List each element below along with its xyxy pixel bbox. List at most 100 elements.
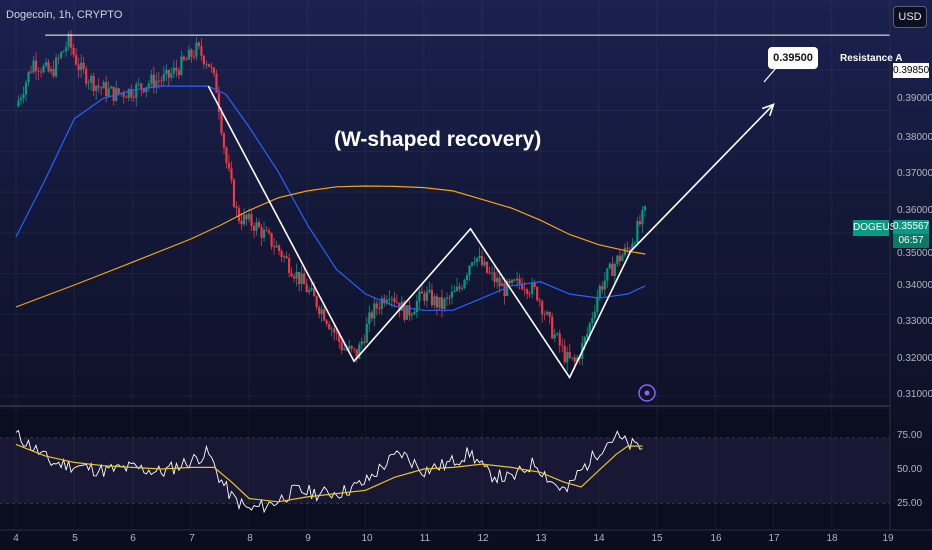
candle-body [450,292,454,298]
candle-body [135,84,138,99]
candle-body [536,287,539,301]
target-callout[interactable]: 0.39500 [768,47,818,69]
candle-body [262,229,266,238]
candle-body [641,210,644,225]
y-tick-label: 0.37000 [897,168,932,179]
candle-body [280,251,283,258]
candle-body [52,68,55,77]
candle-body [87,82,90,84]
candle-body [44,62,48,66]
candle-body [465,275,469,281]
candle-body [67,33,70,48]
candle-body [638,221,641,225]
candle-body [265,229,268,231]
candle-body [330,328,333,330]
candle-body [591,318,594,324]
candle-body [430,289,434,306]
candle-body [162,73,165,81]
candle-body [180,56,183,76]
candle-body [328,323,331,330]
candle-body [27,71,30,83]
candle-body [112,86,115,101]
candle-body [250,214,253,226]
candle-body [518,278,521,284]
x-tick-label: 14 [593,533,605,544]
candle-body [315,296,318,308]
x-tick-label: 15 [651,533,663,544]
candle-body [200,46,203,56]
candle-body [77,64,80,71]
candle-body [596,296,599,312]
last-price-value: 0.35567 [893,221,930,232]
x-tick-label: 6 [130,533,136,544]
candle-body [543,314,546,316]
candle-body [165,69,168,74]
candle-body [425,291,429,301]
candle-body [428,289,431,292]
candle-body [546,311,549,315]
symbol-title[interactable]: Dogecoin, 1h, CRYPTO [6,9,123,21]
candle-body [616,255,619,265]
candle-body [22,94,25,99]
candle-body [531,282,534,294]
candle-body [293,276,296,279]
candle-body [175,67,178,71]
candle-body [232,179,236,207]
currency-button[interactable]: USD [893,6,927,28]
candle-body [576,357,579,362]
candle-body [553,334,556,339]
candle-body [122,93,125,97]
candle-body [440,297,444,309]
candle-body [97,85,100,88]
candle-body [443,298,446,309]
candle-body [523,289,526,290]
projection-arrow-shaft[interactable] [630,103,775,252]
candle-body [528,293,531,295]
candle-body [448,297,451,299]
candle-body [137,83,140,85]
candle-body [34,60,38,72]
candle-body [17,100,20,107]
candle-body [90,76,93,83]
candle-body [283,256,286,258]
rsi-band-fill [0,437,890,504]
x-tick-label: 11 [419,533,431,544]
candle-body [313,288,316,297]
candle-body [588,323,591,334]
candle-body [593,311,596,319]
candle-body [82,62,85,69]
candle-body [488,272,491,274]
candle-body [483,261,486,266]
candle-body [566,352,569,363]
candle-body [267,230,271,233]
candle-body [493,272,496,283]
candle-body [516,278,519,281]
candle-body [303,273,306,285]
event-marker-icon[interactable] [638,384,656,402]
candle-body [631,243,634,250]
candle-body [295,271,298,279]
candle-body [127,88,130,98]
candle-body [455,286,459,291]
candle-body [438,297,441,308]
candle-body [551,316,554,339]
candle-body [395,301,398,303]
y-tick-label: 0.34000 [897,280,932,291]
rsi-band [0,437,890,504]
pattern-annotation: (W-shaped recovery) [334,128,542,151]
candle-body [470,262,474,266]
rsi-tick-label: 50.00 [897,464,923,475]
y-tick-label: 0.32000 [897,353,932,364]
candle-body [390,298,393,300]
candle-body [217,93,221,112]
candle-body [473,261,476,263]
candle-body [368,312,371,324]
candle-body [338,333,341,342]
candle-body [65,47,68,52]
candle-body [533,282,536,288]
candle-body [548,311,551,317]
w-pattern-drawing[interactable] [207,85,632,380]
candle-body [140,83,143,89]
candle-body [170,73,173,78]
